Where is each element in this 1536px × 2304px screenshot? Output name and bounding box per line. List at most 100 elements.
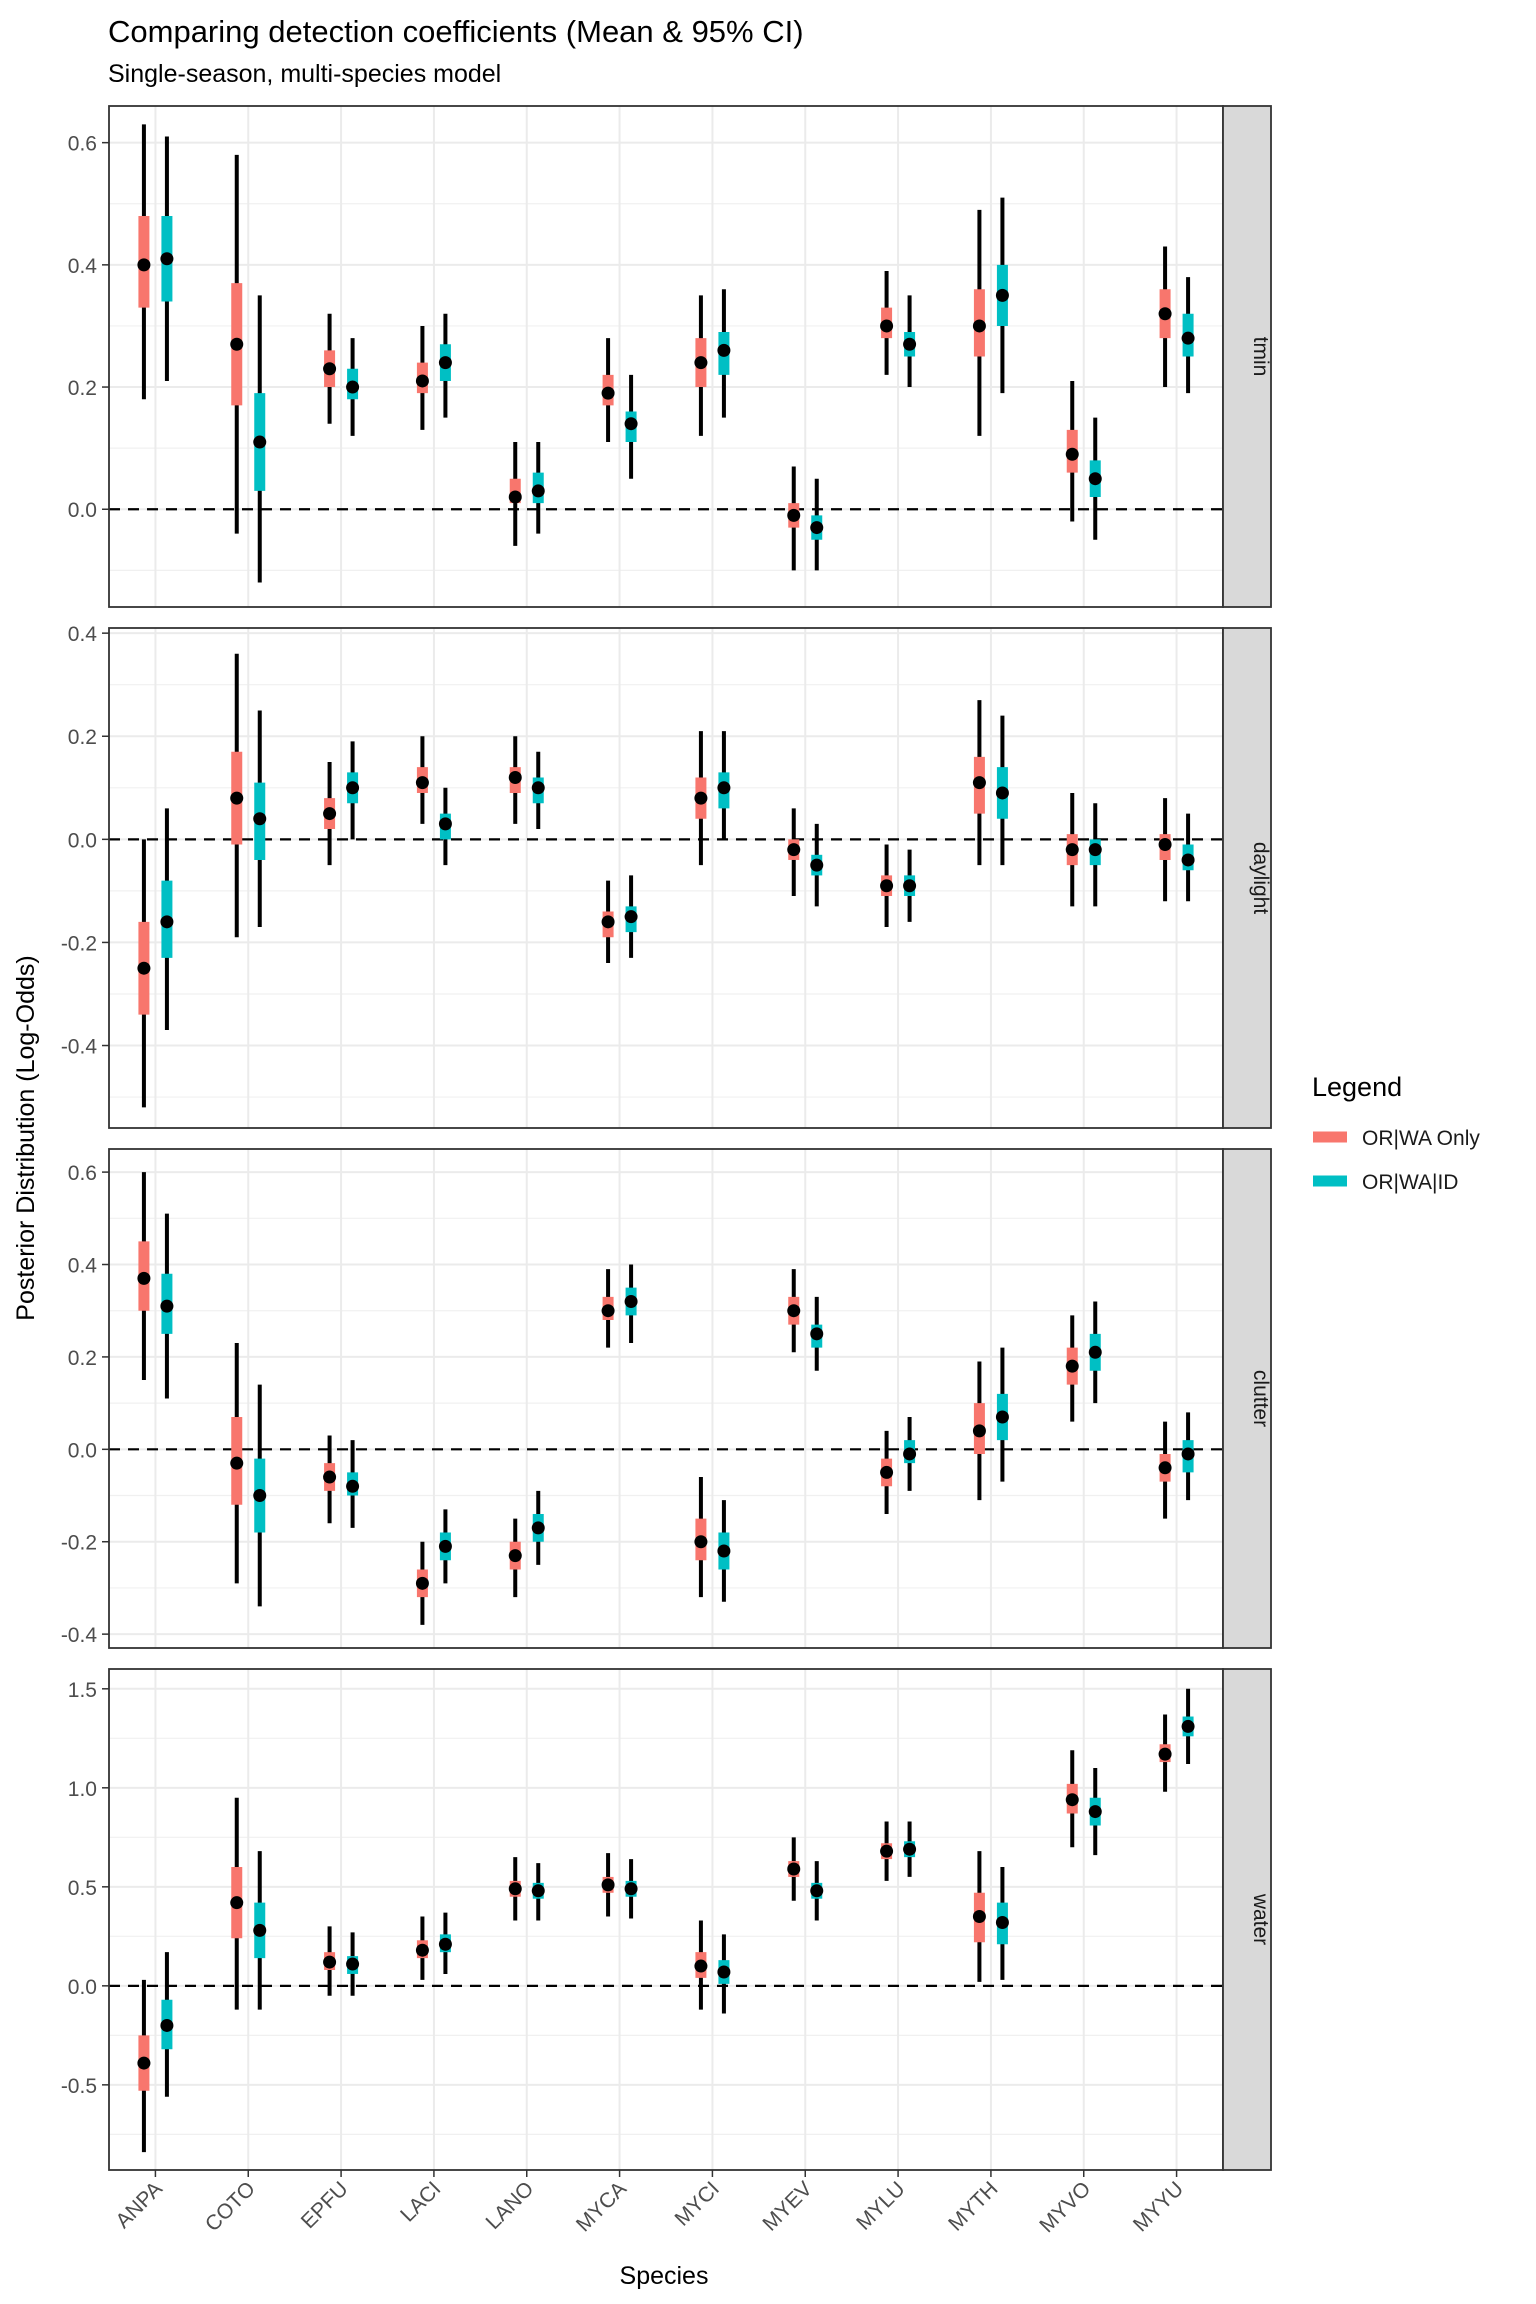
mean-point [787,1862,801,1876]
y-tick-label: 0.5 [68,1877,97,1900]
y-tick-label: -0.4 [61,1036,98,1059]
mean-point [694,791,708,805]
legend-label-or-wa-only: OR|WA Only [1362,1127,1480,1150]
y-tick-label: 0.4 [68,1255,98,1278]
mean-point [1158,837,1172,851]
mean-point [160,2018,174,2032]
mean-point [137,1271,151,1285]
mean-point [810,1884,824,1898]
mean-point [717,1544,731,1558]
mean-point [694,1959,708,1973]
mean-point [508,1549,522,1563]
mean-point [972,1424,986,1438]
mean-point [438,817,452,831]
mean-point [972,1910,986,1924]
facet-strip-label: tmin [1249,337,1272,377]
y-tick-label: 0.2 [68,377,97,400]
x-tick-label: MYTH [944,2177,1002,2235]
facet-daylight: -0.4 -0.2 0.0 0.2 0.4 daylight [61,623,1272,1129]
mean-point [415,1943,429,1957]
y-tick-label: -0.5 [61,2075,97,2098]
mean-point [508,1882,522,1896]
facet-panels: 0.0 0.2 0.4 0.6 tmin -0.4 -0.2 0.0 0.2 0.4 dayligh… [61,105,1272,2237]
panel-background [109,1669,1223,2170]
mean-point [160,915,174,929]
mean-point [346,1479,360,1493]
mean-point [995,1915,1009,1929]
mean-point [230,791,244,805]
mean-point [903,1447,917,1461]
mean-point [880,879,894,893]
y-tick-label: -0.2 [61,932,97,955]
mean-point [624,910,638,924]
mean-point [137,961,151,975]
mean-point [531,1884,545,1898]
mean-point [1158,1747,1172,1761]
mean-point [438,356,452,370]
mean-point [137,2056,151,2070]
mean-point [624,1882,638,1896]
mean-point [787,843,801,857]
mean-point [972,776,986,790]
mean-point [601,1878,615,1892]
mean-point [415,1576,429,1590]
mean-point [1088,1345,1102,1359]
mean-point [323,1470,337,1484]
mean-point [694,356,708,370]
facet-strip-label: clutter [1249,1370,1272,1427]
mean-point [415,776,429,790]
y-axis-label: Posterior Distribution (Log-Odds) [12,955,40,1320]
facet-strip [1222,105,1272,608]
mean-point [438,1937,452,1951]
mean-point [717,781,731,795]
mean-point [972,319,986,333]
panel-background [109,106,1223,607]
x-tick-label: LANO [482,2177,539,2234]
mean-point [1158,1461,1172,1475]
mean-point [253,1923,267,1937]
y-tick-label: 1.0 [68,1778,97,1801]
mean-point [346,781,360,795]
y-tick-label: 0.4 [68,623,98,646]
x-tick-label: MYYU [1129,2177,1188,2236]
x-tick-label: LACI [396,2177,445,2226]
mean-point [1065,1359,1079,1373]
mean-point [787,508,801,522]
mean-point [694,1535,708,1549]
mean-point [995,786,1009,800]
mean-point [880,319,894,333]
mean-point [787,1304,801,1318]
mean-point [253,812,267,826]
x-tick-label: MYEV [758,2177,816,2235]
mean-point [346,380,360,394]
mean-point [624,417,638,431]
mean-point [508,490,522,504]
mean-point [810,521,824,535]
mean-point [508,770,522,784]
mean-point [1088,843,1102,857]
mean-point [438,1539,452,1553]
y-tick-label: 0.0 [68,1976,97,1999]
y-tick-label: 0.6 [68,133,97,156]
mean-point [1065,447,1079,461]
y-tick-label: 0.0 [68,499,97,522]
x-tick-label: MYCI [671,2177,724,2230]
y-tick-label: 0.4 [68,255,98,278]
facet-tmin: 0.0 0.2 0.4 0.6 tmin [68,105,1272,608]
mean-point [1088,1805,1102,1819]
mean-point [1181,1719,1195,1733]
facet-strip-label: daylight [1249,842,1272,915]
chart-title: Comparing detection coefficients (Mean &… [108,14,804,49]
y-tick-label: 0.2 [68,726,97,749]
mean-point [346,1957,360,1971]
facet-strip [1222,1148,1272,1649]
mean-point [810,1327,824,1341]
y-tick-label: 0.2 [68,1347,97,1370]
mean-point [810,858,824,872]
mean-point [995,288,1009,302]
y-tick-label: 0.0 [68,1439,97,1462]
mean-point [601,915,615,929]
mean-point [903,879,917,893]
y-tick-label: -0.4 [61,1624,98,1647]
